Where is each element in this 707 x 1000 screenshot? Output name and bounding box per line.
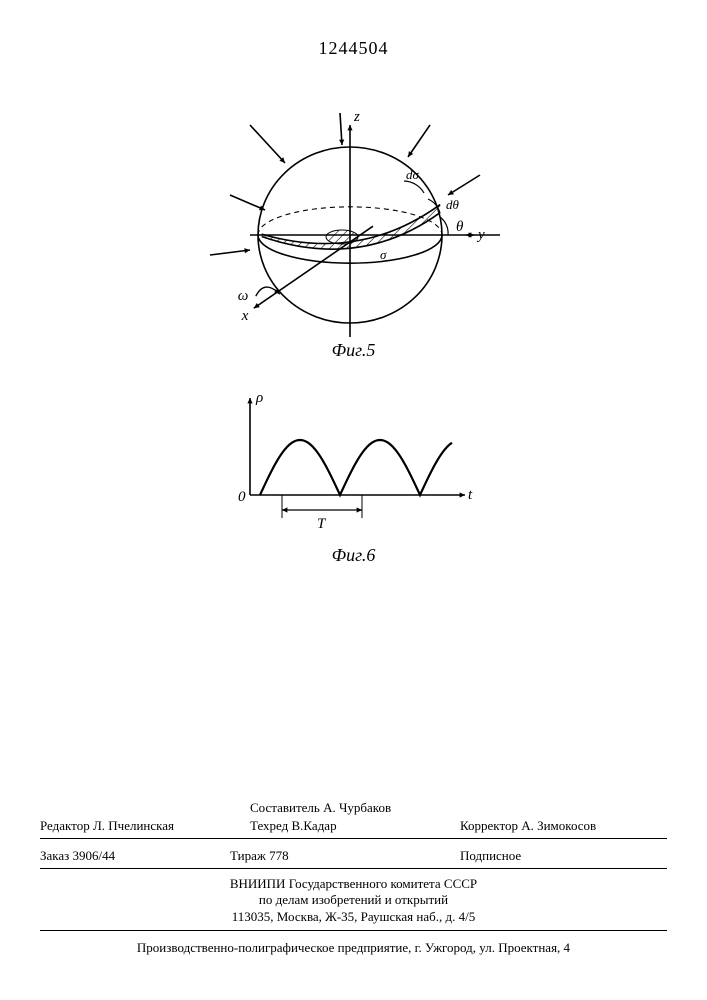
figure-6: ρ t 0 T [220, 380, 480, 550]
divider-3 [40, 930, 667, 931]
subscr-text: Подписное [460, 848, 521, 864]
footer-org: ВНИИПИ Государственного комитета СССР по… [40, 876, 667, 925]
compiler-text: Составитель А. Чурбаков [250, 800, 391, 816]
svg-text:t: t [468, 487, 473, 503]
corrector-text: Корректор А. Зимокосов [460, 818, 596, 834]
order-text: Заказ 3906/44 [40, 848, 115, 864]
svg-text:x: x [241, 308, 249, 324]
footer-order-row: Заказ 3906/44 Тираж 778 Подписное [40, 848, 667, 866]
figure-5-caption: Фиг.5 [0, 340, 707, 361]
page: 1244504 z y xω θ dθ dσ σ Фиг.5 ρ t 0 T Фиг.6 Сост… [0, 0, 707, 1000]
techred-text: Техред В.Кадар [250, 818, 337, 834]
press-text: Производственно-полиграфическое предприя… [137, 940, 570, 955]
org-line2: по делам изобретений и открытий [259, 892, 448, 907]
divider-1 [40, 838, 667, 839]
org-line3: 113035, Москва, Ж-35, Раушская наб., д. … [232, 909, 475, 924]
document-number: 1244504 [0, 38, 707, 59]
footer-press: Производственно-полиграфическое предприя… [40, 940, 667, 956]
svg-text:θ: θ [456, 219, 464, 235]
editor-text: Редактор Л. Пчелинская [40, 818, 174, 834]
figure-6-svg: ρ t 0 T [220, 380, 480, 545]
figure-6-caption: Фиг.6 [0, 545, 707, 566]
divider-2 [40, 868, 667, 869]
svg-text:y: y [476, 227, 485, 243]
svg-text:T: T [317, 516, 327, 532]
svg-text:0: 0 [238, 489, 246, 505]
svg-text:z: z [353, 109, 360, 125]
org-line1: ВНИИПИ Государственного комитета СССР [230, 876, 477, 891]
svg-text:dσ: dσ [406, 167, 420, 182]
figure-5-svg: z y xω θ dθ dσ σ [170, 85, 530, 345]
svg-text:σ: σ [380, 247, 387, 262]
tirazh-text: Тираж 778 [230, 848, 289, 864]
figure-5: z y xω θ dθ dσ σ [170, 85, 530, 345]
svg-text:dθ: dθ [446, 197, 460, 212]
svg-text:ω: ω [238, 288, 249, 304]
footer-staff-row: Редактор Л. Пчелинская Техред В.Кадар Ко… [40, 818, 667, 836]
svg-text:ρ: ρ [255, 390, 263, 406]
